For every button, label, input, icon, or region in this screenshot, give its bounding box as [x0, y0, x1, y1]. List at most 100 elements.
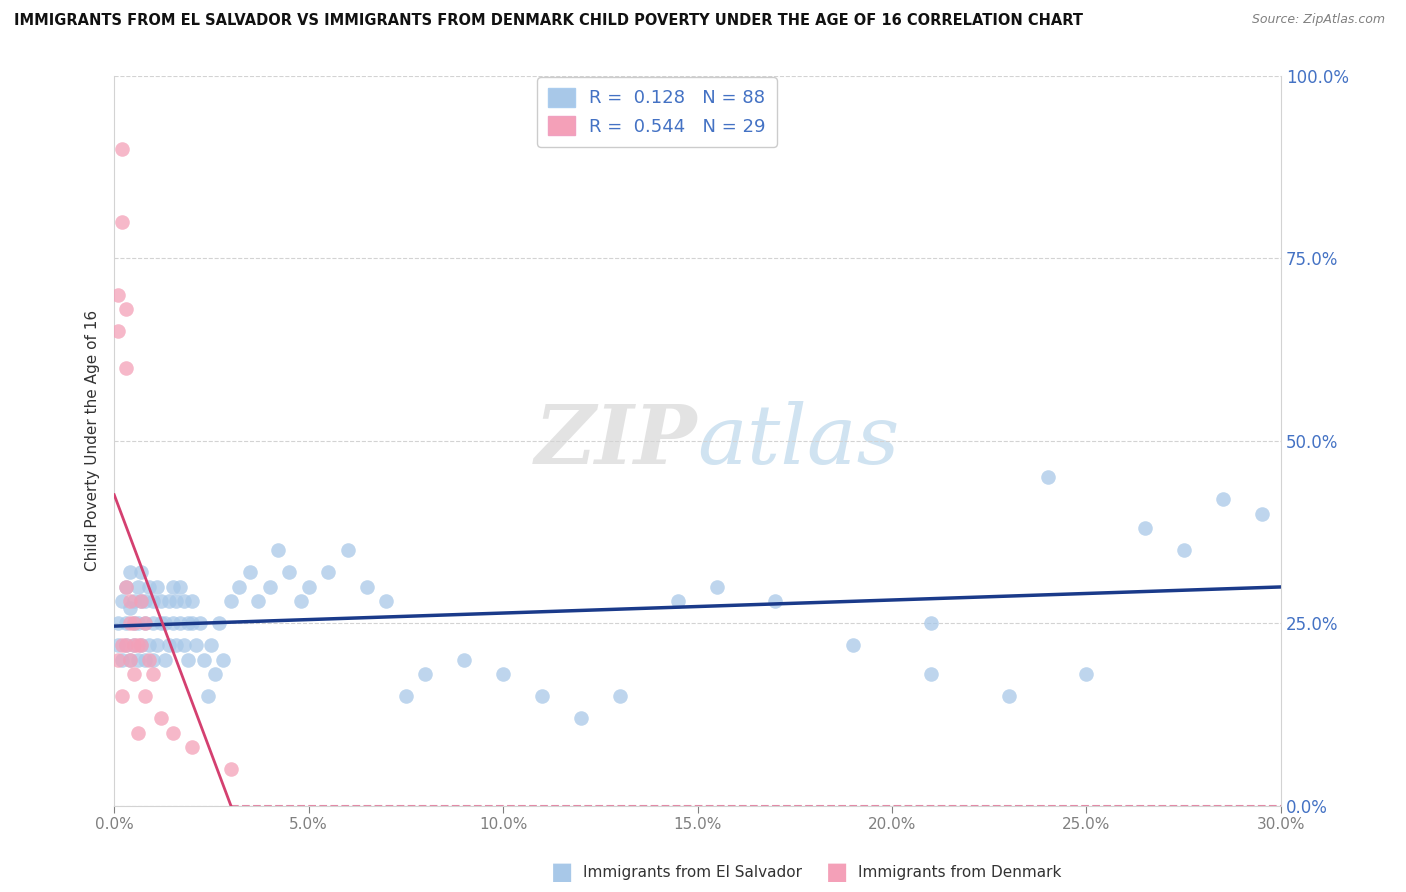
Point: [122, 616, 145, 631]
Point: [169, 616, 191, 631]
Point: [184, 638, 207, 652]
Point: [1133, 521, 1156, 535]
Point: [118, 594, 141, 608]
Point: [162, 580, 184, 594]
Point: [181, 616, 204, 631]
Point: [118, 565, 141, 579]
Point: [127, 638, 149, 652]
Point: [111, 594, 134, 608]
Point: [138, 652, 160, 666]
Point: [127, 652, 149, 666]
Point: [122, 594, 145, 608]
Point: [193, 652, 215, 666]
Point: [115, 580, 138, 594]
Point: [115, 638, 138, 652]
Point: [127, 580, 149, 594]
Text: Source: ZipAtlas.com: Source: ZipAtlas.com: [1251, 13, 1385, 27]
Point: [111, 214, 134, 228]
Point: [138, 638, 160, 652]
Point: [169, 580, 191, 594]
Point: [569, 711, 592, 725]
Text: ■: ■: [551, 861, 574, 884]
Point: [208, 616, 231, 631]
Point: [131, 638, 153, 652]
Point: [142, 652, 165, 666]
Point: [1173, 543, 1195, 558]
Point: [149, 711, 172, 725]
Point: [219, 762, 242, 776]
Point: [204, 667, 226, 681]
Point: [149, 616, 172, 631]
Point: [149, 594, 172, 608]
Point: [131, 594, 153, 608]
Point: [165, 594, 187, 608]
Point: [131, 565, 153, 579]
Point: [131, 638, 153, 652]
Point: [1250, 507, 1272, 521]
Point: [157, 638, 180, 652]
Point: [162, 616, 184, 631]
Point: [115, 616, 138, 631]
Point: [118, 652, 141, 666]
Point: [134, 652, 156, 666]
Point: [920, 667, 942, 681]
Point: [142, 667, 165, 681]
Point: [1212, 491, 1234, 506]
Point: [134, 594, 156, 608]
Point: [997, 689, 1019, 703]
Y-axis label: Child Poverty Under the Age of 16: Child Poverty Under the Age of 16: [86, 310, 100, 571]
Point: [127, 725, 149, 739]
Point: [609, 689, 631, 703]
Point: [197, 689, 219, 703]
Legend: R =  0.128   N = 88, R =  0.544   N = 29: R = 0.128 N = 88, R = 0.544 N = 29: [537, 78, 776, 146]
Point: [181, 740, 204, 755]
Point: [146, 638, 169, 652]
Text: ZIP: ZIP: [534, 401, 697, 481]
Point: [316, 565, 339, 579]
Point: [181, 594, 204, 608]
Point: [228, 580, 250, 594]
Point: [200, 638, 222, 652]
Point: [115, 638, 138, 652]
Point: [122, 616, 145, 631]
Point: [127, 616, 149, 631]
Point: [453, 652, 475, 666]
Point: [122, 638, 145, 652]
Point: [247, 594, 270, 608]
Point: [111, 652, 134, 666]
Point: [115, 580, 138, 594]
Point: [530, 689, 553, 703]
Point: [298, 580, 321, 594]
Point: [107, 652, 129, 666]
Point: [111, 142, 134, 156]
Point: [111, 638, 134, 652]
Point: [375, 594, 398, 608]
Point: [107, 638, 129, 652]
Point: [212, 652, 235, 666]
Point: [177, 652, 200, 666]
Text: Immigrants from Denmark: Immigrants from Denmark: [858, 865, 1062, 880]
Point: [107, 616, 129, 631]
Point: [111, 689, 134, 703]
Point: [920, 616, 942, 631]
Point: [122, 667, 145, 681]
Point: [395, 689, 418, 703]
Point: [131, 594, 153, 608]
Point: [188, 616, 211, 631]
Text: ■: ■: [825, 861, 848, 884]
Point: [219, 594, 242, 608]
Point: [763, 594, 786, 608]
Point: [336, 543, 359, 558]
Point: [134, 616, 156, 631]
Point: [666, 594, 689, 608]
Point: [356, 580, 378, 594]
Point: [173, 594, 195, 608]
Text: Immigrants from El Salvador: Immigrants from El Salvador: [583, 865, 803, 880]
Point: [107, 287, 129, 301]
Point: [266, 543, 288, 558]
Point: [153, 652, 176, 666]
Point: [118, 601, 141, 615]
Point: [842, 638, 865, 652]
Point: [492, 667, 515, 681]
Point: [146, 580, 169, 594]
